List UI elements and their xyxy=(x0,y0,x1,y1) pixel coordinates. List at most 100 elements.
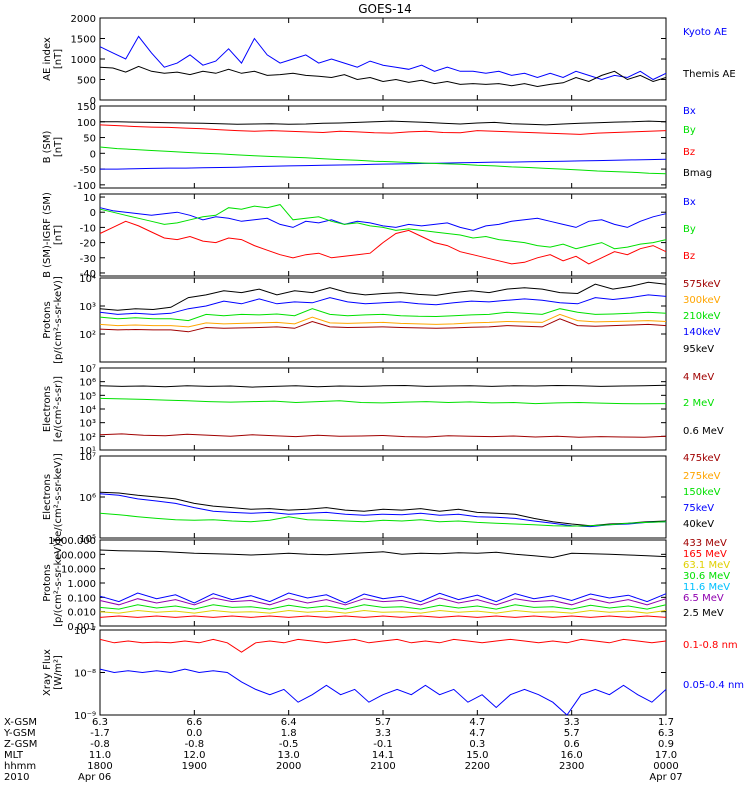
y-tick-label: 10⁻⁸ xyxy=(74,669,96,680)
footer-value: 2000 xyxy=(276,761,301,772)
y-axis-label: [nT] xyxy=(53,49,64,69)
panel-frame xyxy=(99,193,667,277)
footer-row-label: Y-GSM xyxy=(3,728,36,739)
y-axis-label: B (SM)-IGRF (SM) xyxy=(42,192,53,278)
y-tick-label: 0.100 xyxy=(67,593,96,604)
y-tick-label: 10² xyxy=(79,432,96,443)
figure-title: GOES-14 xyxy=(358,2,412,16)
legend-label: 433 MeV xyxy=(683,538,727,549)
series-line xyxy=(99,308,667,322)
y-tick-label: 10⁴ xyxy=(79,405,96,416)
legend-label: Bx xyxy=(683,106,696,117)
footer-value: 1.8 xyxy=(281,728,297,739)
legend-label: Bz xyxy=(683,147,695,158)
panel-4: 10² 10³ 10⁴ Protons [p/(cm²-s-sr-keV)] 575keV… xyxy=(42,274,721,364)
series-line xyxy=(99,207,667,231)
y-axis-label: AE index xyxy=(42,37,53,81)
panel-2: -100 -50 0 50 100 150 B (SM) [nT] Bx By Bz Bmag xyxy=(42,102,712,192)
y-tick-label: -30 xyxy=(80,254,96,265)
series-line xyxy=(99,604,667,610)
y-tick-label: 10² xyxy=(79,330,96,341)
series-line xyxy=(99,318,667,333)
y-tick-label: 1500 xyxy=(71,35,96,46)
footer-value: 5.7 xyxy=(564,728,580,739)
footer-value: 15.0 xyxy=(466,750,488,761)
y-axis-label: Electrons xyxy=(42,386,53,432)
footer-value: 2300 xyxy=(559,761,584,772)
series-line xyxy=(99,609,667,614)
legend-label: By xyxy=(683,125,696,136)
legend-label: Bx xyxy=(683,197,696,208)
y-tick-label: 0 xyxy=(90,96,96,107)
panel-3: -40 -30 -20 -10 0 10 B (SM)-IGRF (SM) [nT] Bx By B… xyxy=(42,192,696,280)
legend-label: 475keV xyxy=(683,453,721,464)
y-axis-label: Xray Flux xyxy=(42,649,53,696)
panel-5: 10¹ 10² 10³ 10⁴ 10⁵ 10⁶ 10⁷ Electrons [e/(cm²-s-… xyxy=(42,364,724,457)
y-tick-label: 1000 xyxy=(71,55,96,66)
footer-row-label: X-GSM xyxy=(4,717,37,728)
y-tick-label: 10⁷ xyxy=(79,452,96,463)
legend-label: 75keV xyxy=(683,503,714,514)
panel-1: 0 500 1000 1500 2000 AE index [nT] Kyoto AE Them… xyxy=(42,14,736,107)
legend-label: 165 MeV xyxy=(683,549,727,560)
y-axis-label: B (SM) xyxy=(42,130,53,163)
footer-value: -1.7 xyxy=(90,728,110,739)
y-tick-label: -100 xyxy=(73,181,96,192)
legend-label: 575keV xyxy=(683,279,721,290)
panel-8: 10⁻⁹ 10⁻⁸ 10⁻⁷ Xray Flux [W/m²] 0.1-0.8 nm 0.0… xyxy=(42,626,744,722)
footer-row-label: hhmm xyxy=(4,761,36,772)
y-axis-label: [p/(cm²-s-sr-keV)] xyxy=(53,276,64,364)
y-tick-label: 10 xyxy=(83,193,96,204)
y-tick-label: 10⁻⁹ xyxy=(74,711,96,722)
footer-value: 0.0 xyxy=(186,728,202,739)
footer-value: 13.0 xyxy=(278,750,300,761)
series-line xyxy=(99,313,667,328)
footer-value: 5.7 xyxy=(375,717,391,728)
y-tick-label: 0.010 xyxy=(67,608,96,619)
series-line xyxy=(99,493,667,528)
y-axis-label: [nT] xyxy=(53,137,64,157)
series-line xyxy=(99,281,667,311)
series-line xyxy=(99,668,667,716)
footer-value: 16.0 xyxy=(561,750,583,761)
footer-value: 2200 xyxy=(465,761,490,772)
y-tick-label: -20 xyxy=(80,239,96,250)
y-tick-label: 10⁵ xyxy=(79,534,96,545)
footer-value: 1900 xyxy=(182,761,207,772)
legend-label: 275keV xyxy=(683,471,721,482)
footer-value: -0.1 xyxy=(373,739,393,750)
y-tick-label: 10⁶ xyxy=(79,493,96,504)
footer-value: 14.1 xyxy=(372,750,394,761)
legend-label: 210keV xyxy=(683,311,721,322)
y-tick-label: 0 xyxy=(90,208,96,219)
footer-value: 12.0 xyxy=(183,750,205,761)
series-line xyxy=(99,35,667,81)
y-tick-label: 10⁷ xyxy=(79,364,96,375)
y-axis-label: Protons xyxy=(42,564,53,601)
legend-label: 0.6 MeV xyxy=(683,426,724,437)
footer-value: 0000 xyxy=(653,761,678,772)
y-tick-label: 10⁻⁷ xyxy=(74,626,96,637)
y-tick-label: 10¹ xyxy=(79,446,96,457)
footer-value: 6.6 xyxy=(186,717,202,728)
y-tick-label: 1000.000 xyxy=(48,536,96,547)
y-tick-label: 2000 xyxy=(71,14,96,25)
footer-value: 0.6 xyxy=(564,739,580,750)
y-tick-label: 1.000 xyxy=(67,579,96,590)
legend-label: 140keV xyxy=(683,327,721,338)
panel-frame xyxy=(99,105,667,189)
footer-value: 4.7 xyxy=(469,728,485,739)
series-line xyxy=(99,512,667,527)
legend-label: Themis AE xyxy=(682,69,736,80)
panel-7: 0.001 0.010 0.100 1.000 10.000 100.000 1000.00… xyxy=(42,536,730,633)
y-tick-label: 0 xyxy=(90,149,96,160)
y-axis-label: [e/(cm²-s-sr-keV)] xyxy=(53,453,64,541)
y-axis-label: [nT] xyxy=(53,225,64,245)
y-tick-label: 10⁴ xyxy=(79,274,96,285)
y-tick-label: 100 xyxy=(77,118,96,129)
y-tick-label: 10⁶ xyxy=(79,378,96,389)
legend-label: Bz xyxy=(683,251,695,262)
footer-value: Apr 06 xyxy=(78,772,111,783)
y-tick-label: 10.000 xyxy=(61,565,96,576)
footer-value: 17.0 xyxy=(655,750,677,761)
